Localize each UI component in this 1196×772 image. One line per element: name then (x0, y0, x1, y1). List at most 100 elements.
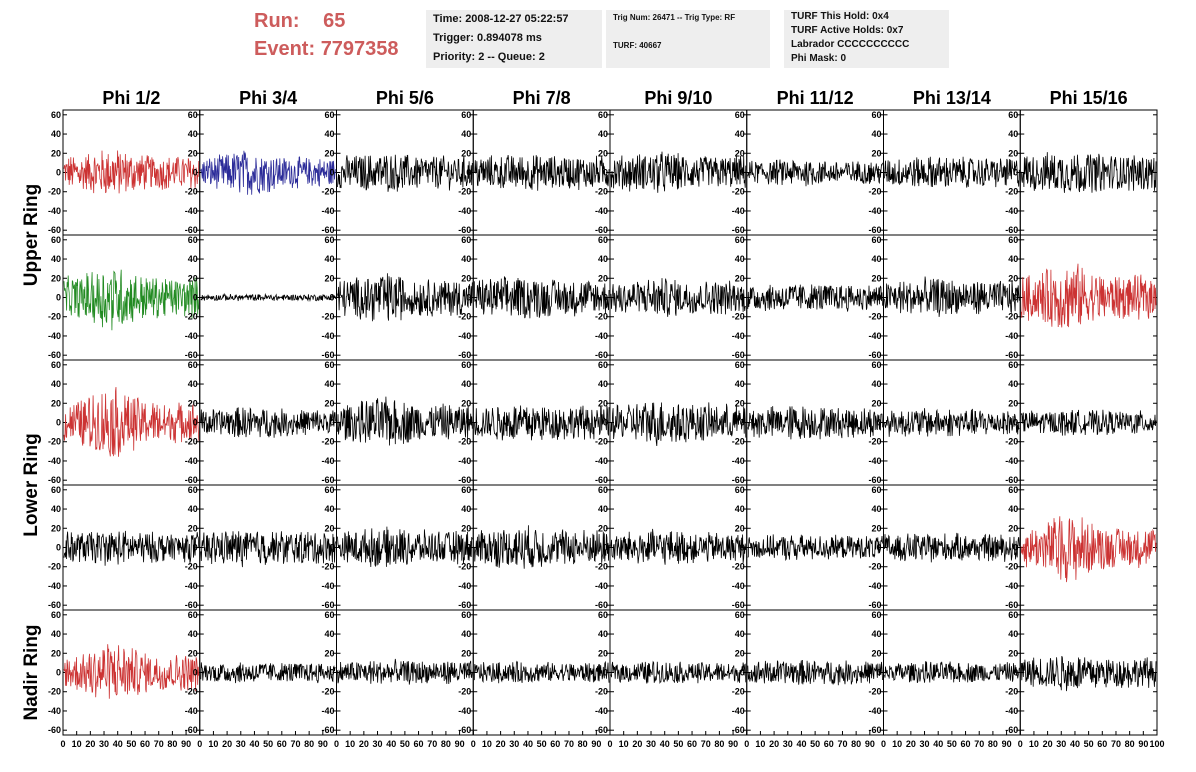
x-tick-label: 40 (1070, 739, 1080, 749)
y-tick-label: -40 (185, 706, 198, 716)
y-tick-label: -20 (868, 437, 881, 447)
x-tick-label: 50 (810, 739, 820, 749)
y-tick-label: -40 (321, 706, 334, 716)
x-tick-label: 10 (208, 739, 218, 749)
waveform-trace (610, 151, 747, 193)
y-tick-label: -60 (185, 725, 198, 735)
y-tick-label: -60 (458, 725, 471, 735)
y-tick-label: 20 (1008, 648, 1018, 658)
y-tick-label: 0 (56, 293, 61, 303)
y-tick-label: -40 (595, 456, 608, 466)
y-tick-label: -20 (458, 187, 471, 197)
waveform-trace (63, 530, 200, 566)
waveform-trace (884, 276, 1020, 317)
y-tick-label: 0 (466, 543, 471, 553)
x-tick-label: 0 (60, 739, 65, 749)
y-tick-label: 20 (598, 398, 608, 408)
y-tick-label: 40 (461, 254, 471, 264)
y-tick-label: -20 (458, 437, 471, 447)
x-tick-label: 0 (607, 739, 612, 749)
y-tick-label: 60 (1008, 110, 1018, 120)
y-tick-label: 0 (1013, 168, 1018, 178)
x-tick-label: 60 (140, 739, 150, 749)
y-tick-label: -20 (1005, 187, 1018, 197)
y-tick-label: -60 (595, 350, 608, 360)
panel-frame (883, 109, 1021, 236)
y-tick-label: -60 (458, 225, 471, 235)
y-tick-label: 20 (461, 523, 471, 533)
y-tick-label: 20 (735, 148, 745, 158)
time-line: Time: 2008-12-27 05:22:57 (433, 13, 569, 25)
x-tick-label: 10 (72, 739, 82, 749)
y-tick-label: 20 (598, 273, 608, 283)
y-tick-label: 40 (735, 254, 745, 264)
waveform-trace (1020, 516, 1157, 583)
y-tick-label: 40 (324, 254, 334, 264)
turf-info-box: TURF This Hold: 0x4 TURF Active Holds: 0… (784, 10, 949, 68)
y-tick-label: -40 (732, 581, 745, 591)
y-tick-label: -20 (321, 562, 334, 572)
y-tick-label: 40 (735, 504, 745, 514)
y-tick-label: 60 (188, 360, 198, 370)
x-tick-label: 50 (263, 739, 273, 749)
y-tick-label: 40 (735, 379, 745, 389)
event-label: Event: (254, 38, 316, 60)
x-tick-label: 0 (744, 739, 749, 749)
y-tick-label: 60 (735, 610, 745, 620)
y-tick-label: 60 (324, 235, 334, 245)
y-tick-label: -60 (48, 475, 61, 485)
y-tick-label: 0 (56, 168, 61, 178)
y-tick-label: 20 (188, 273, 198, 283)
y-tick-label: -60 (185, 225, 198, 235)
x-tick-label: 80 (578, 739, 588, 749)
x-tick-label: 90 (1002, 739, 1012, 749)
y-tick-label: 60 (324, 610, 334, 620)
x-tick-label: 20 (85, 739, 95, 749)
trigger-line: Trigger: 0.894078 ms (433, 32, 542, 44)
y-tick-label: 40 (598, 504, 608, 514)
y-tick-label: 40 (871, 254, 881, 264)
y-tick-label: 40 (735, 129, 745, 139)
y-tick-label: 40 (871, 129, 881, 139)
y-tick-label: 40 (51, 629, 61, 639)
y-tick-label: -20 (1005, 562, 1018, 572)
y-tick-label: -20 (595, 437, 608, 447)
y-tick-label: 20 (598, 523, 608, 533)
y-tick-label: 0 (603, 293, 608, 303)
y-tick-label: 0 (329, 668, 334, 678)
x-tick-label: 50 (400, 739, 410, 749)
y-tick-label: 40 (324, 504, 334, 514)
y-tick-label: -60 (732, 350, 745, 360)
y-tick-label: 20 (324, 148, 334, 158)
y-tick-label: 0 (740, 418, 745, 428)
y-tick-label: 20 (735, 523, 745, 533)
y-tick-label: 60 (188, 610, 198, 620)
x-tick-label: 30 (509, 739, 519, 749)
y-tick-label: -60 (732, 600, 745, 610)
waveform-trace (747, 659, 883, 686)
y-tick-label: -20 (868, 187, 881, 197)
y-tick-label: 20 (598, 648, 608, 658)
y-tick-label: -20 (595, 312, 608, 322)
waveform-trace (63, 269, 200, 331)
x-tick-label: 90 (591, 739, 601, 749)
y-tick-label: -60 (595, 225, 608, 235)
waveform-trace (200, 150, 336, 195)
y-tick-label: 0 (466, 668, 471, 678)
y-tick-label: 40 (188, 254, 198, 264)
event-number: Event: 7797358 (254, 38, 399, 61)
y-tick-label: 20 (51, 398, 61, 408)
y-tick-label: 40 (1008, 379, 1018, 389)
y-tick-label: 20 (1008, 523, 1018, 533)
y-tick-label: -20 (48, 437, 61, 447)
x-tick-label: 80 (714, 739, 724, 749)
y-tick-label: 0 (329, 543, 334, 553)
y-tick-label: -60 (458, 600, 471, 610)
x-tick-label: 80 (988, 739, 998, 749)
y-tick-label: -20 (868, 312, 881, 322)
waveform-trace (884, 661, 1020, 683)
x-tick-label: 20 (222, 739, 232, 749)
row-group-label: Lower Ring (21, 433, 42, 536)
y-tick-label: -60 (1005, 225, 1018, 235)
